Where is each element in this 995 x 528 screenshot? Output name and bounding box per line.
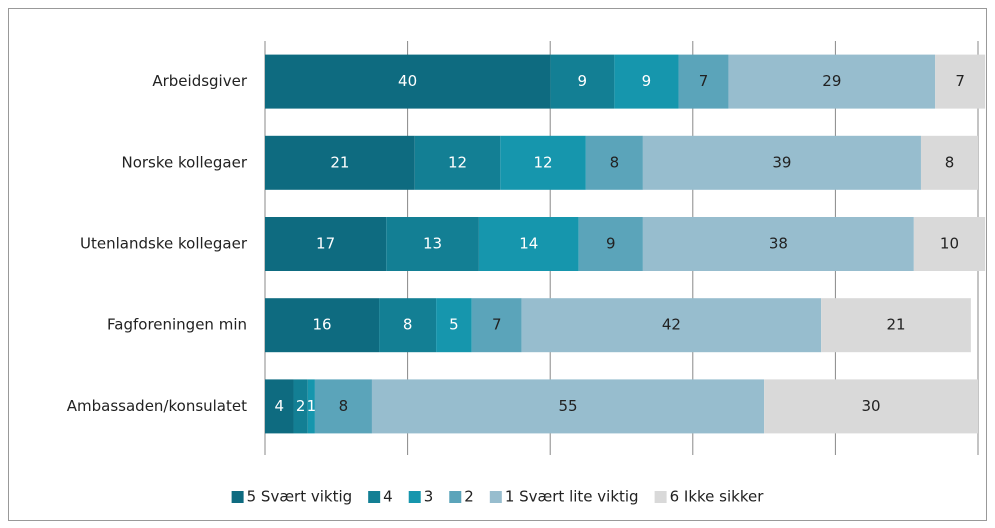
bar-segment xyxy=(314,379,372,434)
bar-segment xyxy=(265,298,380,353)
bar-segment xyxy=(821,298,971,353)
data-label: 9 xyxy=(642,72,652,90)
data-label: 55 xyxy=(558,397,577,415)
data-label: 14 xyxy=(519,235,538,253)
bar-segment xyxy=(386,217,479,271)
bar-segment xyxy=(935,54,986,109)
bar-segment xyxy=(307,379,315,434)
data-label: 5 xyxy=(449,316,459,334)
data-label: 21 xyxy=(330,153,349,171)
legend-swatch xyxy=(231,491,244,503)
bar-segment xyxy=(614,54,679,109)
bar-segment xyxy=(521,298,822,353)
legend-label: 6 Ikke sikker xyxy=(670,488,765,506)
bar-segment xyxy=(436,298,472,353)
bar-segment xyxy=(265,217,387,271)
data-label: 16 xyxy=(312,316,331,334)
data-label: 4 xyxy=(274,397,284,415)
legend-label: 5 Svært viktig xyxy=(247,488,353,506)
bar-segment xyxy=(478,217,579,271)
y-tick-label: Norske kollegaer xyxy=(121,153,247,171)
legend-label: 1 Svært lite viktig xyxy=(505,488,639,506)
data-label: 39 xyxy=(772,153,791,171)
legend-label: 4 xyxy=(383,488,393,506)
legend-label: 3 xyxy=(424,488,434,506)
legend: 5 Svært viktig 4 3 2 1 Svært lite viktig 6 Ik… xyxy=(231,488,765,506)
data-label: 42 xyxy=(662,316,681,334)
data-label: 13 xyxy=(423,235,442,253)
bar-segment xyxy=(642,135,921,190)
bar-segment xyxy=(293,379,308,434)
bar-segment xyxy=(265,54,551,109)
legend-swatch xyxy=(449,491,462,503)
bar-segment xyxy=(642,217,914,271)
data-label: 12 xyxy=(448,153,467,171)
legend-label: 2 xyxy=(464,488,474,506)
bar-segment xyxy=(550,54,615,109)
bar-segment xyxy=(728,54,936,109)
data-label: 8 xyxy=(610,153,620,171)
data-label: 9 xyxy=(606,235,616,253)
data-label: 8 xyxy=(339,397,349,415)
legend-swatch xyxy=(489,491,502,503)
bar-segment xyxy=(920,135,978,190)
legend-swatch xyxy=(408,491,421,503)
data-label: 8 xyxy=(945,153,955,171)
bar-segment xyxy=(371,379,765,434)
data-label: 29 xyxy=(822,72,841,90)
legend-swatch xyxy=(654,491,667,503)
bar-segment xyxy=(265,135,415,190)
data-label: 2 xyxy=(296,397,306,415)
y-tick-label: Utenlandske kollegaer xyxy=(80,235,248,253)
bar-segment xyxy=(764,379,978,434)
data-label: 9 xyxy=(578,72,588,90)
bar-segment xyxy=(414,135,501,190)
bar-segment xyxy=(500,135,586,190)
legend-swatch xyxy=(368,491,381,503)
data-label: 40 xyxy=(398,72,417,90)
bar-segment xyxy=(585,135,643,190)
data-label: 7 xyxy=(492,316,502,334)
bar-segment xyxy=(913,217,986,271)
bar-segment xyxy=(379,298,437,353)
data-label: 38 xyxy=(769,235,788,253)
data-label: 30 xyxy=(862,397,881,415)
data-label: 12 xyxy=(534,153,553,171)
bar-segment xyxy=(265,379,294,434)
data-label: 1 xyxy=(307,397,317,415)
y-tick-label: Arbeidsgiver xyxy=(152,72,247,90)
data-label: 7 xyxy=(955,72,965,90)
data-label: 8 xyxy=(403,316,413,334)
y-tick-label: Ambassaden/konsulatet xyxy=(67,397,247,415)
bar-segment xyxy=(578,217,643,271)
bar-segment xyxy=(471,298,522,353)
data-label: 10 xyxy=(940,235,959,253)
data-label: 21 xyxy=(886,316,905,334)
bar-segment xyxy=(678,54,729,109)
data-label: 17 xyxy=(316,235,335,253)
data-label: 7 xyxy=(699,72,709,90)
y-tick-label: Fagforeningen min xyxy=(107,316,247,334)
